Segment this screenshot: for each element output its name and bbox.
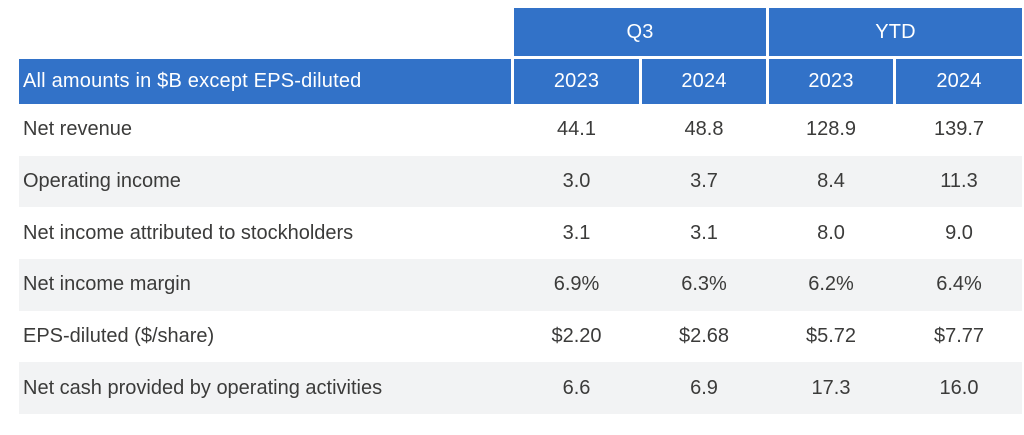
cell-value: 6.9% xyxy=(553,273,600,296)
cell-value: 8.0 xyxy=(817,221,845,244)
row-label: Net income attributed to stockholders xyxy=(23,221,354,244)
table-note-header: All amounts in $B except EPS-diluted xyxy=(19,59,511,104)
cell-value: $2.20 xyxy=(551,325,602,348)
cell-value: 9.0 xyxy=(945,221,973,244)
cell-value: 3.1 xyxy=(562,221,591,244)
table-row: EPS-diluted ($/share) $2.20 $2.68 $5.72 … xyxy=(19,310,1022,363)
cell-value: 6.9 xyxy=(690,376,718,399)
cell-value: 17.3 xyxy=(811,376,851,399)
cell-value: 8.4 xyxy=(817,170,845,193)
row-label: Net revenue xyxy=(23,118,132,141)
table-row: Net cash provided by operating activitie… xyxy=(19,362,1022,415)
group-header-row: Q3 YTD xyxy=(19,8,1022,56)
cell-value: 3.7 xyxy=(690,170,718,193)
year-header-row: All amounts in $B except EPS-diluted 202… xyxy=(19,59,1022,104)
cell-value: 6.3% xyxy=(681,273,727,296)
financial-summary-table: Q3 YTD All amounts in $B except EPS-dilu… xyxy=(19,8,1022,415)
cell-value: 139.7 xyxy=(933,118,985,141)
cell-value: 6.6 xyxy=(562,376,591,399)
cell-value: 6.2% xyxy=(808,273,854,296)
row-label: Net income margin xyxy=(23,273,191,296)
cell-value: $2.68 xyxy=(678,325,730,348)
cell-value: $5.72 xyxy=(805,325,857,348)
row-label: Net cash provided by operating activitie… xyxy=(23,376,383,399)
year-header-ytd-2024: 2024 xyxy=(896,59,1022,104)
group-header-spacer xyxy=(19,8,511,56)
cell-value: 3.0 xyxy=(562,170,591,193)
col-group-q3: Q3 xyxy=(514,8,766,56)
row-label: Operating income xyxy=(23,170,181,193)
table-row: Operating income 3.0 3.7 8.4 11.3 xyxy=(19,155,1022,208)
year-header-q3-2023: 2023 xyxy=(514,59,639,104)
cell-value: 6.4% xyxy=(936,273,982,296)
cell-value: 128.9 xyxy=(805,118,857,141)
col-group-ytd: YTD xyxy=(769,8,1022,56)
table-row: Net income attributed to stockholders 3.… xyxy=(19,207,1022,260)
cell-value: $7.77 xyxy=(933,325,985,348)
row-label: EPS-diluted ($/share) xyxy=(23,325,215,348)
cell-value: 3.1 xyxy=(690,221,718,244)
cell-value: 11.3 xyxy=(940,170,978,193)
cell-value: 16.0 xyxy=(939,376,979,399)
cell-value: 48.8 xyxy=(684,118,724,141)
year-header-q3-2024: 2024 xyxy=(642,59,766,104)
year-header-ytd-2023: 2023 xyxy=(769,59,893,104)
cell-value: 44.1 xyxy=(557,118,596,141)
table-row: Net income margin 6.9% 6.3% 6.2% 6.4% xyxy=(19,259,1022,311)
table-row: Net revenue 44.1 48.8 128.9 139.7 xyxy=(19,104,1022,156)
